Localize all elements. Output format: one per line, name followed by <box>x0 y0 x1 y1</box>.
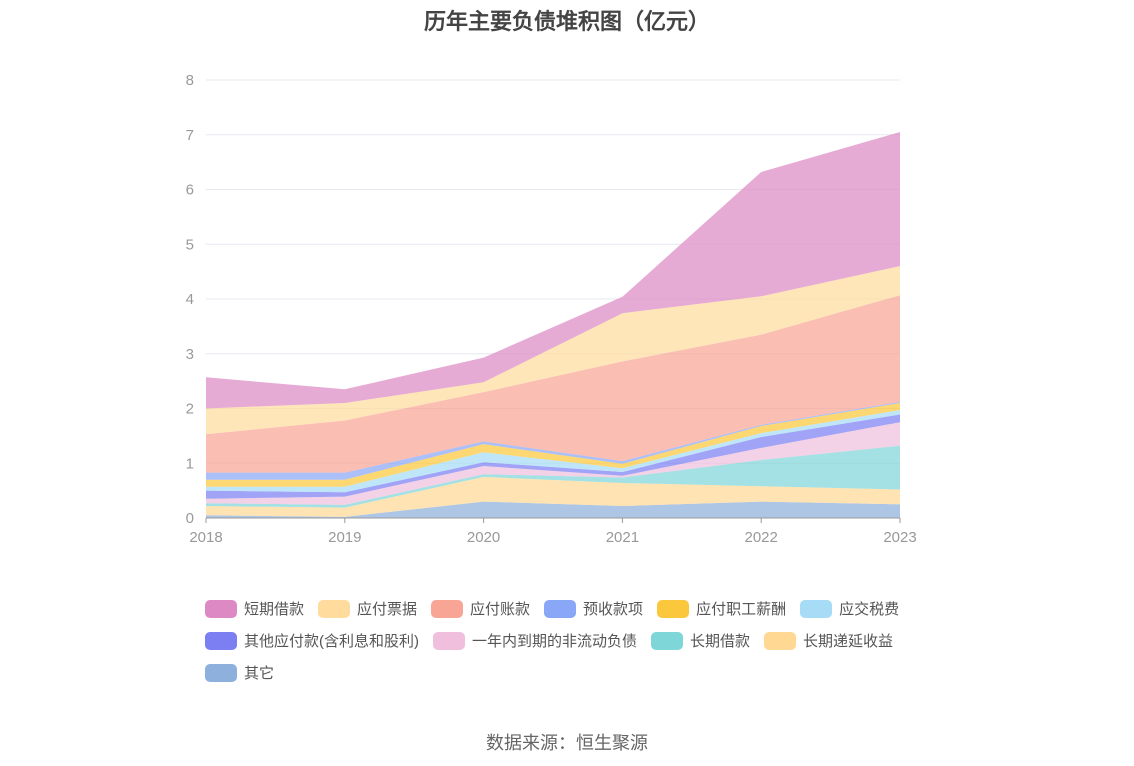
y-tick-label: 8 <box>186 72 194 89</box>
legend-swatch <box>651 631 684 650</box>
legend-item[interactable]: 其他应付款(含利息和股利) <box>205 630 419 651</box>
y-tick-label: 1 <box>186 455 194 472</box>
y-tick-label: 5 <box>186 236 194 253</box>
x-tick-label: 2019 <box>328 529 361 546</box>
legend-item[interactable]: 其它 <box>205 662 274 683</box>
y-tick-label: 0 <box>186 510 194 527</box>
x-tick-label: 2018 <box>189 529 222 546</box>
legend-swatch <box>205 663 237 682</box>
legend-label: 长期递延收益 <box>803 633 894 650</box>
legend-item[interactable]: 长期借款 <box>651 630 750 651</box>
legend-item[interactable]: 应交税费 <box>800 598 899 619</box>
legend-label: 预收款项 <box>583 601 644 618</box>
legend-label: 其他应付款(含利息和股利) <box>244 633 419 650</box>
legend-item[interactable]: 长期递延收益 <box>764 630 893 651</box>
legend-item[interactable]: 应付票据 <box>318 598 417 619</box>
legend-item[interactable]: 一年内到期的非流动负债 <box>433 630 637 651</box>
legend-label: 短期借款 <box>244 601 305 618</box>
area-series <box>206 266 900 435</box>
legend-swatch <box>433 631 465 650</box>
legend-label: 应付职工薪酬 <box>696 601 787 618</box>
legend-item[interactable]: 应付职工薪酬 <box>657 598 786 619</box>
legend-swatch <box>205 631 237 650</box>
legend-item[interactable]: 短期借款 <box>205 598 304 619</box>
legend-label: 长期借款 <box>690 633 751 650</box>
legend-swatch <box>205 599 237 618</box>
chart-legend: 短期借款 应付票据 应付账款 预收款项 应付职工薪酬 应交税费其他应付款(含利息和股利) 一… <box>205 598 965 683</box>
legend-swatch <box>544 599 577 618</box>
x-tick-label: 2022 <box>745 529 778 546</box>
area-series <box>206 501 900 518</box>
y-tick-label: 3 <box>186 346 194 363</box>
legend-label: 应付账款 <box>470 601 531 618</box>
y-tick-label: 2 <box>186 401 194 418</box>
legend-item[interactable]: 应付账款 <box>431 598 530 619</box>
x-tick-label: 2023 <box>883 529 916 546</box>
legend-label: 应交税费 <box>839 601 900 618</box>
chart-title: 历年主要负债堆积图（亿元） <box>423 9 710 34</box>
area-series <box>206 476 900 517</box>
data-source: 数据来源：恒生聚源 <box>486 733 648 753</box>
legend-label: 应付票据 <box>357 601 418 618</box>
legend-label: 一年内到期的非流动负债 <box>472 633 638 650</box>
x-tick-label: 2021 <box>606 529 639 546</box>
y-tick-label: 7 <box>186 127 194 144</box>
legend-swatch <box>657 599 690 618</box>
y-tick-label: 4 <box>186 291 194 308</box>
y-tick-label: 6 <box>186 182 194 199</box>
legend-swatch <box>800 599 833 618</box>
area-series <box>206 132 900 409</box>
legend-label: 其它 <box>244 665 275 682</box>
legend-swatch <box>431 599 464 618</box>
x-tick-label: 2020 <box>467 529 500 546</box>
legend-item[interactable]: 预收款项 <box>544 598 643 619</box>
area-series <box>206 445 900 508</box>
area-series <box>206 295 900 473</box>
legend-swatch <box>318 599 351 618</box>
legend-swatch <box>764 631 797 650</box>
